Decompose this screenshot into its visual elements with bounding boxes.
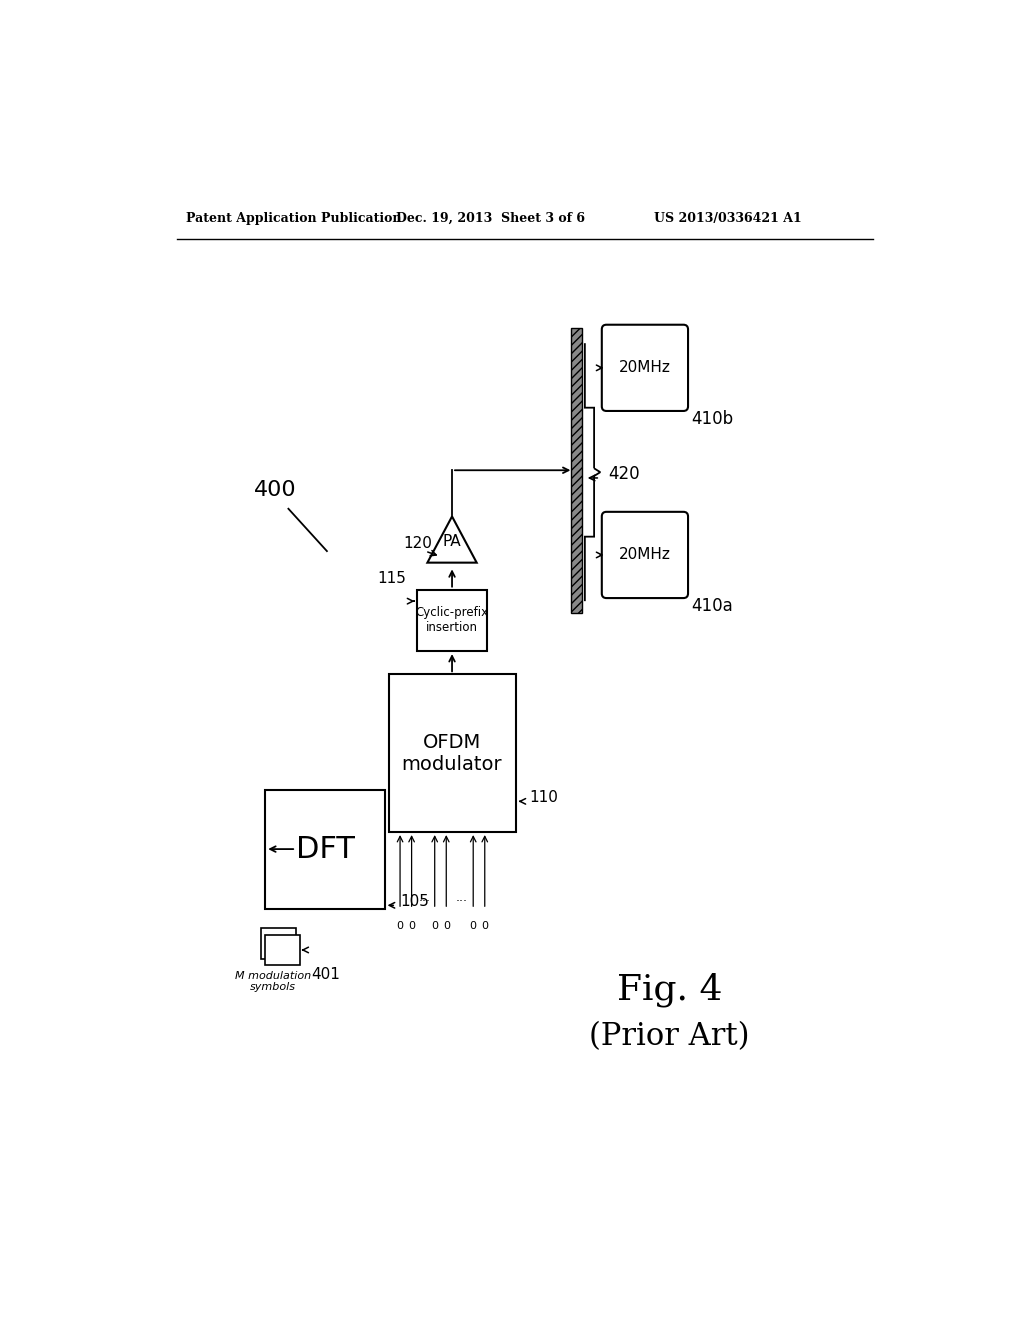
Text: US 2013/0336421 A1: US 2013/0336421 A1 xyxy=(654,213,802,224)
Bar xyxy=(571,327,582,612)
Text: DFT: DFT xyxy=(296,836,354,865)
FancyBboxPatch shape xyxy=(602,325,688,411)
Text: 0: 0 xyxy=(409,921,415,931)
Text: 20MHz: 20MHz xyxy=(618,360,671,375)
Text: PA: PA xyxy=(442,535,462,549)
Text: 420: 420 xyxy=(608,465,640,483)
Text: 0: 0 xyxy=(481,921,488,931)
Text: 401: 401 xyxy=(311,968,340,982)
Bar xyxy=(265,935,300,965)
Text: Patent Application Publication: Patent Application Publication xyxy=(186,213,401,224)
Text: 110: 110 xyxy=(529,789,558,805)
Text: M modulation
symbols: M modulation symbols xyxy=(234,970,311,993)
Text: 410b: 410b xyxy=(691,411,733,428)
Bar xyxy=(265,789,385,909)
Text: 0: 0 xyxy=(442,921,450,931)
FancyBboxPatch shape xyxy=(602,512,688,598)
Text: 115: 115 xyxy=(377,570,406,586)
Bar xyxy=(418,590,486,651)
Text: Cyclic-prefix
insertion: Cyclic-prefix insertion xyxy=(416,606,488,635)
Text: 0: 0 xyxy=(470,921,477,931)
Text: ...: ... xyxy=(419,891,431,904)
Text: Fig. 4: Fig. 4 xyxy=(616,973,722,1007)
Text: OFDM
modulator: OFDM modulator xyxy=(401,733,503,774)
Bar xyxy=(261,928,296,960)
Bar xyxy=(388,675,515,832)
Text: 0: 0 xyxy=(396,921,403,931)
Text: 410a: 410a xyxy=(691,597,733,615)
Text: (Prior Art): (Prior Art) xyxy=(589,1020,750,1052)
Text: 120: 120 xyxy=(403,536,432,550)
Text: 105: 105 xyxy=(400,894,429,909)
Text: ...: ... xyxy=(456,891,468,904)
Text: 20MHz: 20MHz xyxy=(618,548,671,562)
Text: 400: 400 xyxy=(254,479,297,499)
Text: 0: 0 xyxy=(431,921,438,931)
Text: Dec. 19, 2013  Sheet 3 of 6: Dec. 19, 2013 Sheet 3 of 6 xyxy=(396,213,585,224)
